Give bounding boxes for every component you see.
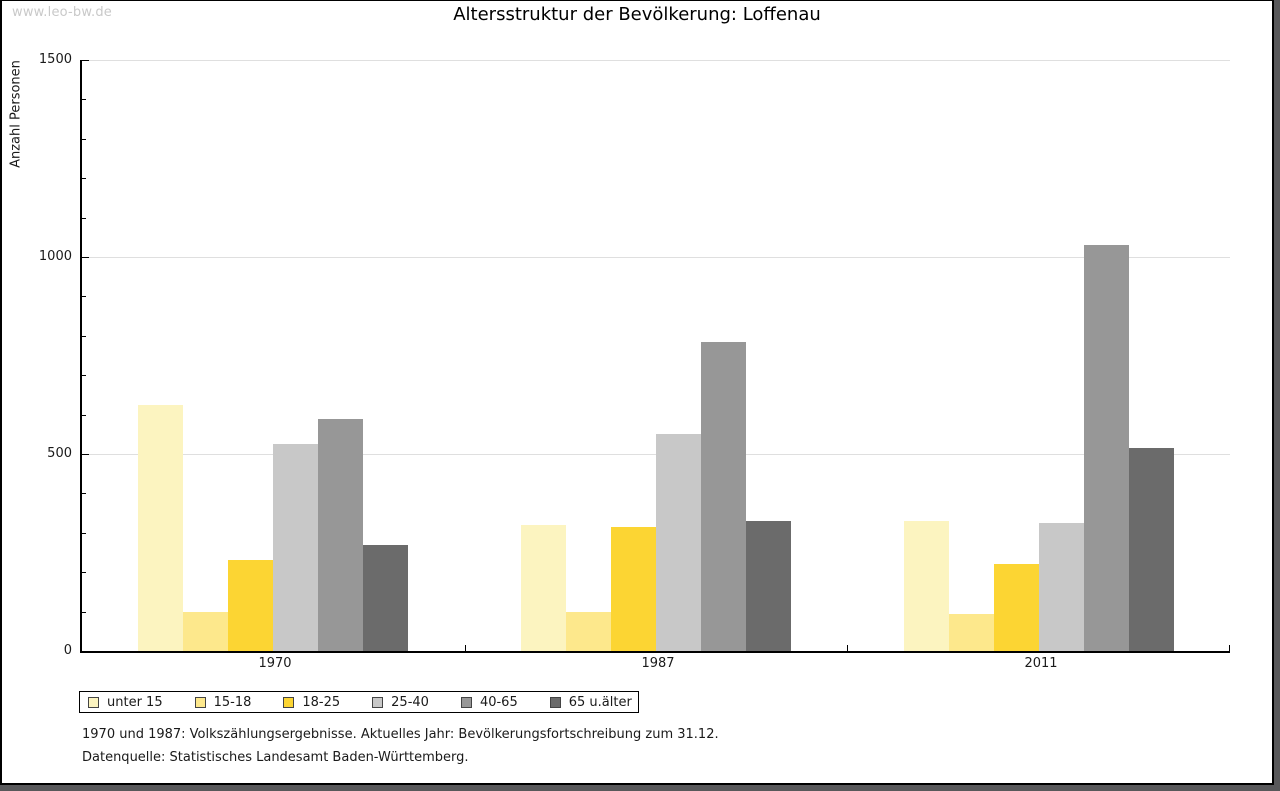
y-minor-tick-700 bbox=[82, 375, 86, 376]
y-tick-label-1000: 1000 bbox=[38, 249, 72, 264]
legend-item-unter-15: unter 15 bbox=[88, 695, 163, 710]
y-tick-1500 bbox=[82, 60, 89, 61]
x-tick-label-1970: 1970 bbox=[258, 656, 292, 671]
bar-1987-65-u-lter bbox=[746, 521, 791, 651]
y-minor-tick-200 bbox=[82, 572, 86, 573]
legend-swatch-65-u-lter bbox=[549, 696, 561, 708]
bar-2011-65-u-lter bbox=[1129, 448, 1174, 651]
bar-1970-unter-15 bbox=[138, 405, 183, 651]
legend-label-25-40: 25-40 bbox=[391, 694, 429, 710]
footnote-source: Datenquelle: Statistisches Landesamt Bad… bbox=[82, 750, 469, 765]
y-tick-1000 bbox=[82, 257, 89, 258]
x-tick-0 bbox=[465, 645, 466, 651]
gridline-1000 bbox=[82, 257, 1230, 258]
y-minor-tick-400 bbox=[82, 493, 86, 494]
y-minor-tick-1100 bbox=[82, 218, 86, 219]
y-minor-tick-800 bbox=[82, 336, 86, 337]
bar-1970-25-40 bbox=[273, 444, 318, 651]
bar-2011-40-65 bbox=[1084, 245, 1129, 651]
bar-1987-15-18 bbox=[566, 612, 611, 651]
legend-item-18-25: 18-25 bbox=[283, 695, 340, 710]
y-minor-tick-900 bbox=[82, 296, 86, 297]
y-tick-500 bbox=[82, 454, 89, 455]
bar-2011-25-40 bbox=[1039, 523, 1084, 651]
bar-1987-unter-15 bbox=[521, 525, 566, 651]
legend-label-65-u-lter: 65 u.älter bbox=[568, 694, 632, 710]
legend-item-15-18: 15-18 bbox=[194, 694, 252, 710]
bar-2011-unter-15 bbox=[904, 521, 949, 651]
y-minor-tick-300 bbox=[82, 533, 86, 534]
bar-1987-40-65 bbox=[701, 342, 746, 651]
watermark: www.leo-bw.de bbox=[12, 5, 113, 20]
bar-1970-15-18 bbox=[183, 612, 228, 651]
legend-label-18-25: 18-25 bbox=[302, 694, 341, 710]
legend-swatch-40-65 bbox=[460, 696, 472, 708]
chart-title: Altersstruktur der Bevölkerung: Loffenau bbox=[453, 4, 821, 25]
legend-swatch-18-25 bbox=[283, 696, 295, 708]
y-minor-tick-1400 bbox=[82, 99, 86, 100]
legend-swatch-unter-15 bbox=[88, 696, 99, 708]
y-axis-label: Anzahl Personen bbox=[8, 60, 24, 168]
y-tick-label-1500: 1500 bbox=[38, 52, 72, 67]
legend-swatch-15-18 bbox=[194, 696, 206, 708]
legend-item-40-65: 40-65 bbox=[460, 694, 518, 710]
footnote-method: 1970 und 1987: Volkszählungsergebnisse. … bbox=[82, 727, 719, 742]
legend-swatch-25-40 bbox=[372, 696, 384, 708]
bar-1970-40-65 bbox=[318, 419, 363, 651]
y-tick-label-500: 500 bbox=[47, 446, 72, 461]
y-tick-label-0: 0 bbox=[63, 643, 72, 658]
y-minor-tick-100 bbox=[82, 612, 86, 613]
x-tick-label-2011: 2011 bbox=[1024, 656, 1058, 671]
legend: unter 15 15-18 18-25 25-40 40-65 65 u.älter bbox=[79, 691, 639, 713]
bar-1987-25-40 bbox=[656, 434, 701, 651]
y-minor-tick-600 bbox=[82, 415, 86, 416]
bar-1970-65-u-lter bbox=[363, 545, 408, 651]
y-minor-tick-1300 bbox=[82, 139, 86, 140]
legend-label-unter-15: unter 15 bbox=[107, 694, 163, 710]
bar-2011-15-18 bbox=[949, 614, 994, 651]
bar-2011-18-25 bbox=[994, 564, 1039, 651]
x-tick-2 bbox=[1229, 645, 1230, 651]
legend-label-40-65: 40-65 bbox=[479, 694, 518, 710]
legend-label-15-18: 15-18 bbox=[213, 694, 252, 710]
x-tick-label-1987: 1987 bbox=[641, 656, 675, 671]
x-tick-1 bbox=[847, 645, 848, 651]
bar-1987-18-25 bbox=[611, 527, 656, 651]
legend-item-25-40: 25-40 bbox=[372, 695, 429, 710]
plot-area bbox=[80, 60, 1230, 653]
gridline-1500 bbox=[82, 60, 1230, 61]
y-minor-tick-1200 bbox=[82, 178, 86, 179]
legend-item-65-u-lter: 65 u.älter bbox=[549, 694, 632, 710]
bar-1970-18-25 bbox=[228, 560, 273, 651]
